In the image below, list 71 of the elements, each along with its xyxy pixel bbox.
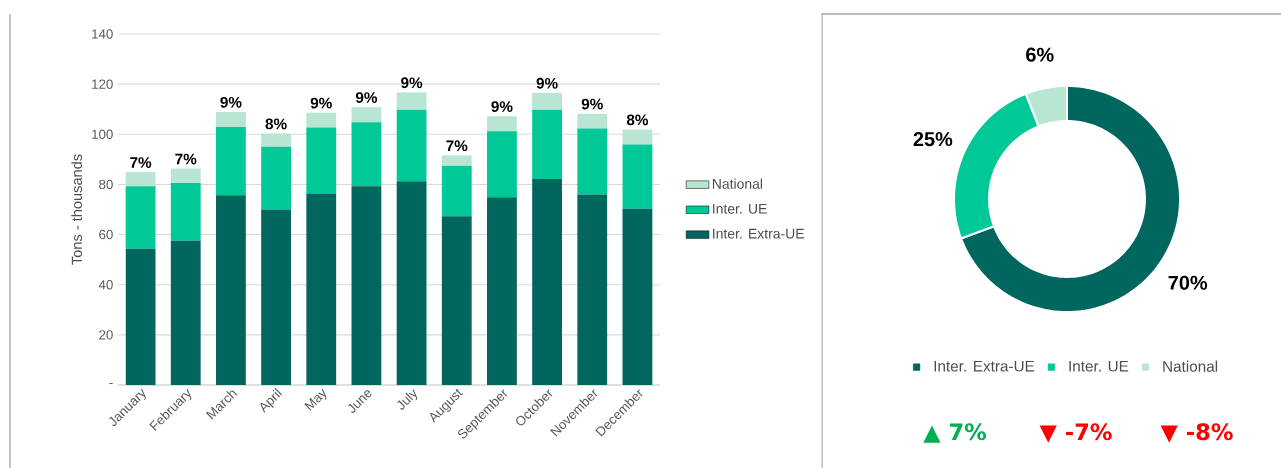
bar (487, 131, 517, 198)
bar (261, 146, 291, 210)
bar (441, 165, 472, 217)
y-tick-label: - (109, 382, 113, 384)
text: ▲ 7% (923, 423, 987, 443)
y-tick-label: 140 (92, 29, 113, 39)
bar (261, 133, 291, 147)
bar (487, 197, 517, 385)
bar (125, 172, 156, 187)
bar (216, 127, 246, 196)
bar (396, 92, 427, 110)
legend-label: Inter. UE (713, 203, 767, 214)
y-tick-label: 60 (99, 229, 113, 240)
bar (170, 168, 201, 183)
bar (441, 216, 472, 385)
bar (125, 186, 156, 249)
bar (577, 113, 608, 129)
bar (261, 209, 291, 385)
annotation: 8% (265, 118, 287, 130)
bar (216, 111, 246, 128)
bar (441, 155, 472, 166)
bar (532, 178, 562, 385)
annotation: 9% (491, 101, 513, 112)
bar (532, 109, 562, 179)
annotation: 9% (536, 77, 558, 89)
annotation: 9% (581, 98, 603, 110)
bar (170, 182, 201, 241)
legend-label: Inter. Extra-UE (713, 228, 804, 239)
y-tick-label: 40 (98, 280, 113, 290)
annotation: 7% (175, 153, 197, 165)
bar (351, 107, 382, 123)
y-tick-label: 20 (99, 330, 113, 340)
legend-label: National (1163, 360, 1218, 372)
annotation: 8% (626, 114, 649, 126)
legend-label: Inter. Extra-UE (934, 360, 1035, 372)
data-label: 25% (913, 132, 953, 147)
data-label: 70% (1168, 275, 1208, 290)
y-tick-label: 80 (99, 179, 113, 190)
x-tick-label: July (397, 389, 418, 410)
bar (351, 122, 382, 187)
bar (396, 181, 427, 385)
annotation: 9% (220, 96, 242, 108)
bar (216, 195, 246, 385)
text: ▼ -8% (1160, 423, 1233, 443)
annotation: 7% (446, 140, 468, 152)
x-tick-label: May (304, 388, 327, 411)
bar (396, 109, 427, 182)
bar (622, 208, 653, 385)
legend-label: National (712, 178, 763, 189)
bar (125, 248, 156, 385)
y-axis-title: Tons - thousands (71, 154, 83, 265)
annotation: 9% (355, 92, 378, 103)
legend-label: Inter. UE (1069, 360, 1129, 372)
bar (532, 92, 562, 110)
bar (306, 112, 337, 128)
annotation: 9% (310, 97, 332, 109)
bar (622, 144, 653, 209)
text: ▼ -7% (1039, 423, 1112, 443)
bar (306, 193, 337, 385)
bar (351, 186, 382, 385)
bar (487, 116, 517, 132)
data-label: 6% (1026, 47, 1054, 62)
bar (577, 194, 608, 385)
y-tick-label: 120 (92, 79, 113, 89)
bar (306, 127, 337, 194)
y-tick-label: 100 (92, 129, 113, 139)
annotation: 9% (401, 77, 423, 89)
bar (170, 240, 201, 385)
bar (622, 129, 653, 145)
bar (577, 128, 608, 195)
annotation: 7% (130, 157, 152, 168)
